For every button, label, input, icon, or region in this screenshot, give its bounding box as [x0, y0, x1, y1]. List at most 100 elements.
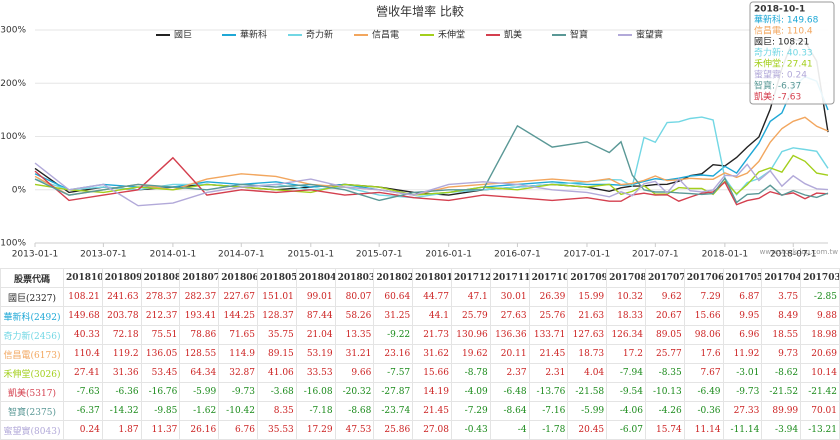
x-tick-label: 2015-07-1 — [356, 250, 403, 260]
table-cell: 136.05 — [140, 344, 181, 364]
table-cell: 21.63 — [567, 306, 608, 326]
table-cell: -3.01 — [722, 363, 763, 383]
table-cell: 193.41 — [179, 306, 220, 326]
table-cell: -13.21 — [800, 420, 840, 440]
table-cell: 18.55 — [761, 325, 802, 345]
table-cell: -9.73 — [218, 382, 258, 402]
table-cell: 8.35 — [256, 401, 297, 421]
legend-label: 華新科 — [240, 29, 267, 41]
legend-label: 國巨 — [174, 30, 192, 41]
table-cell: -8.64 — [489, 401, 530, 421]
table-cell: 78.86 — [179, 325, 220, 345]
series-line — [34, 75, 829, 196]
table-cell: 21.04 — [295, 325, 336, 345]
x-tick-label: 2017-07-1 — [632, 250, 679, 260]
table-cell: 9.73 — [761, 344, 802, 364]
table-cell: 20171001 — [528, 268, 569, 288]
table-cell: 47.53 — [334, 420, 375, 440]
table-cell: -8.35 — [644, 363, 685, 383]
table-cell: 227.67 — [218, 287, 258, 307]
table-row: 禾伸堂(3026) 27.41 31.36 53.45 64.34 32.87 41.06 3… — [0, 363, 840, 383]
tooltip-item: 禾伸堂: 27.41 — [754, 58, 813, 70]
table-cell: -21.42 — [800, 382, 840, 402]
table-cell: 3.75 — [761, 287, 802, 307]
table-cell: -7.57 — [373, 363, 414, 383]
legend-label: 禾伸堂 — [438, 29, 465, 41]
table-cell: -8.78 — [450, 363, 491, 383]
tooltip-item: 蜜望實: 0.24 — [754, 69, 807, 81]
table-cell: 108.21 — [63, 287, 103, 307]
table-cell: 151.01 — [256, 287, 297, 307]
x-tick-label: 2016-01-1 — [425, 250, 472, 260]
table-cell: 14.19 — [412, 382, 452, 402]
table-cell: 15.74 — [644, 420, 685, 440]
table-cell: -6.48 — [489, 382, 530, 402]
table-cell: 72.18 — [101, 325, 142, 345]
table-cell: 212.37 — [140, 306, 181, 326]
table-cell: 7.67 — [683, 363, 724, 383]
table-cell: -9.73 — [722, 382, 763, 402]
table-cell: -16.08 — [295, 382, 336, 402]
table-cell: 17.6 — [683, 344, 724, 364]
table-cell: 7.29 — [683, 287, 724, 307]
table-cell: -13.76 — [528, 382, 569, 402]
table-cell: -4 — [489, 420, 530, 440]
tooltip-item: 奇力新: 40.33 — [754, 47, 813, 59]
x-tick-label: 2014-07-1 — [218, 250, 265, 260]
table-cell: 11.14 — [683, 420, 724, 440]
table-cell: -7.94 — [606, 363, 646, 383]
table-cell: 21.45 — [412, 401, 452, 421]
table-cell: -8.68 — [334, 401, 375, 421]
table-cell: -7.63 — [63, 382, 103, 402]
table-cell: 44.77 — [412, 287, 452, 307]
table-cell: 25.79 — [450, 306, 491, 326]
table-cell: 20180301 — [334, 268, 375, 288]
table-cell: 53.19 — [295, 344, 336, 364]
series-line — [34, 38, 829, 196]
chart: 營收年增率 比較 www.stockdog.com.tw -100% 0% 100%… — [0, 1, 838, 260]
table-cell: 27.63 — [489, 306, 530, 326]
table-cell: -23.74 — [373, 401, 414, 421]
table-cell: 15.99 — [567, 287, 608, 307]
table-cell: 126.34 — [606, 325, 646, 345]
table-cell: 127.63 — [567, 325, 608, 345]
table-cell: 20.67 — [644, 306, 685, 326]
table-cell: 智寶(2375) — [0, 401, 64, 421]
table-cell: -5.99 — [567, 401, 608, 421]
table-row: 國巨(2327) 108.21 241.63 278.37 282.37 227.67 15… — [0, 287, 840, 307]
y-tick-label: 100% — [0, 132, 26, 142]
table-cell: 信昌電(6173) — [0, 344, 64, 364]
table-row: 華新科(2492) 149.68 203.78 212.37 193.41 144.25 1… — [0, 306, 840, 326]
table-cell: 蜜望實(8043) — [0, 420, 64, 440]
table-cell: -4.26 — [644, 401, 685, 421]
table-cell: 20170601 — [683, 268, 724, 288]
table-cell: 0.24 — [63, 420, 103, 440]
table-cell: 23.16 — [373, 344, 414, 364]
table-cell: 11.92 — [722, 344, 763, 364]
table-cell: 20171101 — [489, 268, 530, 288]
x-tick-label: 2018-07-1 — [770, 250, 817, 260]
series-line — [34, 124, 829, 204]
y-tick-label: 300% — [0, 26, 26, 36]
table-cell: 奇力新(2456) — [0, 325, 64, 345]
table-cell: 31.25 — [373, 306, 414, 326]
table-cell: 27.08 — [412, 420, 452, 440]
table-cell: 25.76 — [528, 306, 569, 326]
series-line — [34, 156, 829, 206]
table-cell: 20180801 — [140, 268, 181, 288]
table-cell: -14.32 — [101, 401, 142, 421]
table-cell: 20180101 — [412, 268, 452, 288]
table-cell: 華新科(2492) — [0, 306, 64, 326]
table-cell: 53.45 — [140, 363, 181, 383]
table-cell: -4.09 — [450, 382, 491, 402]
table-cell: 17.29 — [295, 420, 336, 440]
table-cell: 47.1 — [450, 287, 491, 307]
table-cell: -8.62 — [761, 363, 802, 383]
legend-label: 凱美 — [504, 29, 522, 41]
table-cell: 110.4 — [63, 344, 103, 364]
x-tick-label: 2016-07-1 — [494, 250, 541, 260]
table-header: 股票代碼201810012018090120180801201807012018… — [0, 268, 840, 288]
table-cell: 98.06 — [683, 325, 724, 345]
table-cell: 89.99 — [761, 401, 802, 421]
table-cell: 60.64 — [373, 287, 414, 307]
